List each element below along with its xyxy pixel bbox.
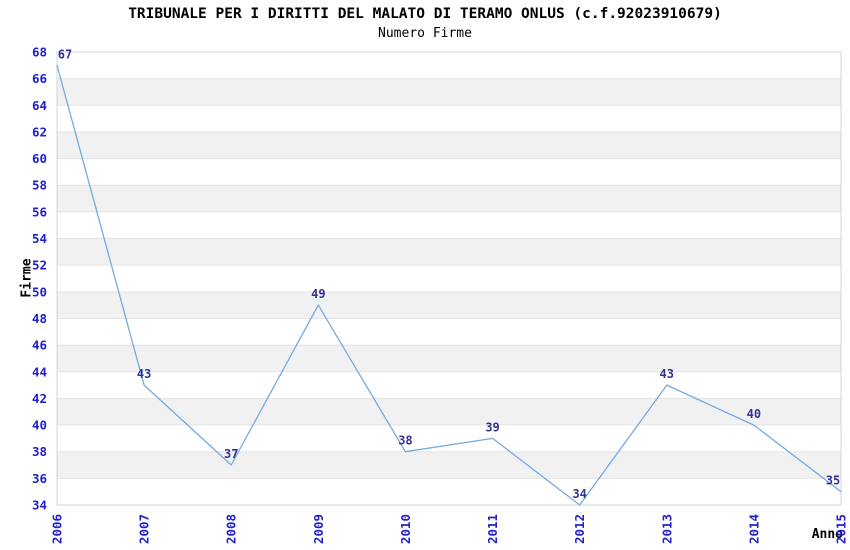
y-tick-label: 40 bbox=[32, 418, 47, 433]
plot-band bbox=[57, 105, 841, 132]
plot-band bbox=[57, 451, 841, 479]
data-point-label: 67 bbox=[58, 47, 72, 61]
plot-band bbox=[57, 478, 841, 505]
plot-band bbox=[57, 371, 841, 399]
y-tick-label: 56 bbox=[32, 204, 47, 219]
data-point-label: 40 bbox=[747, 407, 761, 421]
plot-band bbox=[57, 318, 841, 346]
y-tick-label: 48 bbox=[32, 311, 47, 326]
chart-subtitle: Numero Firme bbox=[378, 26, 472, 41]
y-tick-label: 34 bbox=[32, 498, 47, 513]
data-point-label: 39 bbox=[485, 420, 499, 434]
x-tick-label: 2012 bbox=[572, 514, 587, 544]
y-tick-label: 46 bbox=[32, 338, 47, 353]
x-tick-label: 2007 bbox=[137, 514, 152, 544]
x-tick-label: 2009 bbox=[311, 514, 326, 544]
data-point-label: 38 bbox=[398, 434, 412, 448]
x-tick-label: 2015 bbox=[834, 514, 849, 544]
y-tick-label: 66 bbox=[32, 71, 47, 86]
x-tick-label: 2010 bbox=[398, 514, 413, 544]
data-line bbox=[56, 64, 842, 506]
plot-band bbox=[57, 131, 841, 159]
y-tick-label: 64 bbox=[32, 98, 47, 113]
y-tick-label: 36 bbox=[32, 471, 47, 486]
data-point-label: 35 bbox=[826, 474, 840, 488]
plot-band bbox=[57, 398, 841, 426]
y-tick-label: 60 bbox=[32, 151, 47, 166]
data-point-label: 34 bbox=[572, 487, 586, 501]
plot-border bbox=[56, 51, 842, 506]
plot-band bbox=[57, 238, 841, 266]
plot-band bbox=[57, 211, 841, 239]
chart-title: TRIBUNALE PER I DIRITTI DEL MALATO DI TE… bbox=[128, 6, 722, 22]
plot-band bbox=[57, 425, 841, 452]
plot-band bbox=[57, 52, 841, 79]
y-tick-label: 62 bbox=[32, 124, 47, 139]
x-tick-label: 2011 bbox=[485, 514, 500, 544]
x-tick-label: 2014 bbox=[746, 514, 761, 544]
plot-band bbox=[57, 265, 841, 292]
y-tick-label: 58 bbox=[32, 178, 47, 193]
y-tick-label: 68 bbox=[32, 45, 47, 60]
y-tick-label: 50 bbox=[32, 284, 47, 299]
data-point-label: 43 bbox=[660, 367, 674, 381]
plot-band bbox=[57, 291, 841, 319]
y-tick-label: 52 bbox=[32, 258, 47, 273]
x-tick-label: 2013 bbox=[659, 514, 674, 544]
plot-band bbox=[57, 185, 841, 212]
x-tick-label: 2006 bbox=[50, 514, 65, 544]
x-axis-title: Anno bbox=[811, 527, 843, 542]
y-tick-label: 38 bbox=[32, 444, 47, 459]
y-tick-label: 54 bbox=[32, 231, 47, 246]
data-point-label: 43 bbox=[137, 367, 151, 381]
data-point-label: 49 bbox=[311, 287, 325, 301]
y-tick-label: 44 bbox=[32, 364, 47, 379]
plot-band bbox=[57, 345, 841, 372]
data-point-label: 37 bbox=[224, 447, 238, 461]
y-tick-label: 42 bbox=[32, 391, 47, 406]
plot-band bbox=[57, 158, 841, 186]
plot-band bbox=[57, 78, 841, 106]
x-tick-label: 2008 bbox=[224, 514, 239, 544]
